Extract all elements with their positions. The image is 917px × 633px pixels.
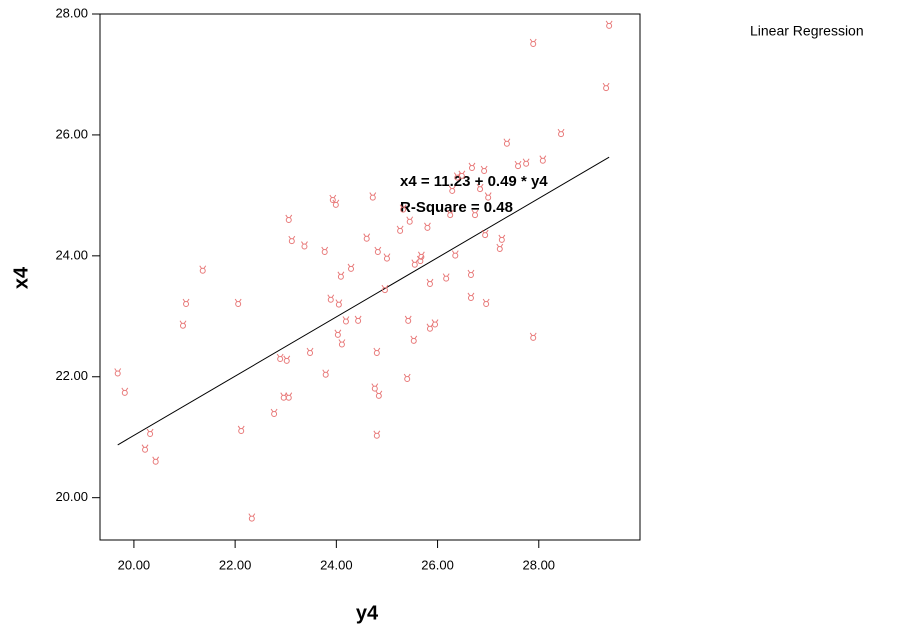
point <box>338 339 346 348</box>
point <box>283 355 291 364</box>
point <box>476 183 484 193</box>
point <box>322 369 330 378</box>
point <box>448 185 456 194</box>
point <box>383 253 391 262</box>
regression-line <box>117 156 610 446</box>
equation: x4 = 11.23 + 0.49 * y4 <box>400 173 548 190</box>
point <box>237 425 245 434</box>
point <box>424 222 431 231</box>
point <box>248 513 256 522</box>
point <box>321 246 329 255</box>
point <box>369 192 377 201</box>
point <box>327 294 335 303</box>
point <box>373 430 381 439</box>
point <box>396 225 404 234</box>
point <box>451 250 459 259</box>
point <box>496 243 504 252</box>
point <box>374 246 382 255</box>
point <box>152 456 160 465</box>
point <box>332 199 340 208</box>
point <box>605 20 613 29</box>
point <box>146 428 154 437</box>
point <box>375 390 383 399</box>
x-tick-label: 20.00 <box>118 557 151 572</box>
point <box>467 269 475 278</box>
x-axis-title: y4 <box>356 602 379 624</box>
point <box>288 235 296 245</box>
point <box>354 315 362 324</box>
point <box>399 204 407 213</box>
point <box>347 263 355 272</box>
point <box>446 209 454 219</box>
point <box>503 138 511 147</box>
point <box>557 128 565 138</box>
point <box>371 383 379 392</box>
point <box>602 82 610 92</box>
y-axis-title: x4 <box>10 266 32 289</box>
x-tick-label: 26.00 <box>421 557 454 572</box>
point <box>442 273 450 282</box>
point <box>482 298 490 307</box>
point <box>481 229 489 239</box>
point <box>285 392 293 401</box>
point <box>484 192 492 201</box>
point <box>179 320 187 329</box>
point <box>514 160 522 170</box>
point <box>529 332 537 341</box>
point <box>270 408 278 418</box>
point <box>114 368 122 377</box>
point <box>335 299 343 308</box>
point <box>471 209 479 219</box>
y-tick-label: 28.00 <box>55 5 88 20</box>
point <box>363 233 371 242</box>
point <box>426 278 434 288</box>
point <box>276 353 284 362</box>
x-tick-label: 28.00 <box>523 557 556 572</box>
point <box>141 444 149 453</box>
point <box>467 292 475 301</box>
point <box>458 170 466 179</box>
x-tick-label: 24.00 <box>320 557 353 572</box>
point <box>280 392 288 401</box>
point <box>539 155 547 164</box>
y-tick-label: 22.00 <box>55 368 88 383</box>
point <box>417 251 425 260</box>
chart-title: Linear Regression <box>750 23 864 39</box>
point <box>329 194 337 203</box>
point <box>522 158 530 167</box>
point <box>381 284 389 294</box>
y-tick-label: 20.00 <box>55 489 88 504</box>
point <box>498 234 506 243</box>
point <box>342 316 350 325</box>
point <box>234 298 242 307</box>
y-tick-label: 24.00 <box>55 247 88 262</box>
x-tick-label: 22.00 <box>219 557 252 572</box>
point <box>403 373 411 382</box>
plot-frame <box>99 13 641 541</box>
point <box>199 265 207 274</box>
point <box>404 315 412 324</box>
point <box>301 241 308 250</box>
point <box>285 214 293 223</box>
r-square: R-Square = 0.48 <box>400 199 513 216</box>
point <box>410 335 418 344</box>
point <box>468 162 476 171</box>
point <box>334 329 342 338</box>
point <box>306 347 314 356</box>
point <box>182 298 190 307</box>
y-tick-label: 26.00 <box>55 126 88 141</box>
point <box>411 259 419 268</box>
point <box>337 271 345 280</box>
point <box>416 255 424 265</box>
point <box>529 38 537 48</box>
point <box>431 319 439 328</box>
point <box>373 347 381 356</box>
point <box>480 165 488 174</box>
point <box>121 387 129 396</box>
point <box>406 216 414 225</box>
